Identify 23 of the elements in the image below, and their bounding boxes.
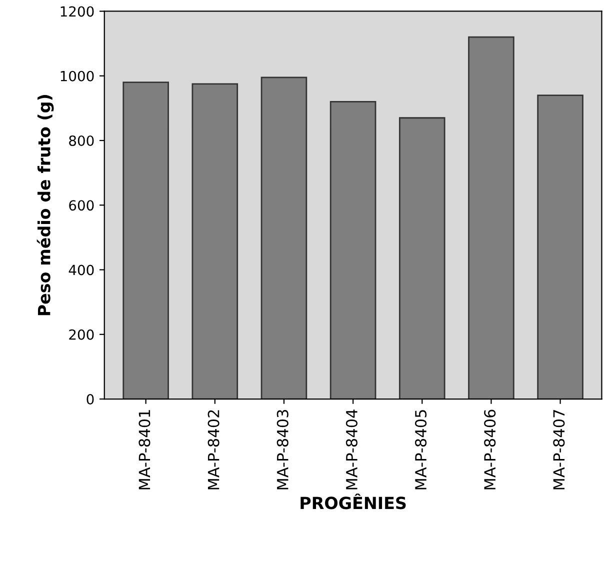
bar — [192, 83, 238, 400]
x-axis-title: PROGÊNIES — [300, 494, 406, 510]
y-tick-label: 200 — [69, 329, 94, 340]
x-tick-label: MA-P-8407 — [553, 410, 565, 490]
y-tick-label: 800 — [69, 135, 94, 146]
bar — [537, 94, 584, 400]
y-tick-label: 600 — [69, 200, 94, 211]
x-tick-label: MA-P-8401 — [138, 410, 150, 490]
bar — [398, 117, 446, 400]
y-axis-title: Peso médio de fruto (g) — [36, 95, 54, 316]
x-tick-label: MA-P-8406 — [484, 410, 496, 490]
y-tick-label: 1000 — [60, 70, 94, 82]
y-tick-label: 0 — [86, 394, 94, 404]
x-tick-label: MA-P-8404 — [346, 410, 358, 490]
x-tick-label: MA-P-8403 — [276, 410, 288, 490]
bar — [330, 101, 376, 400]
x-tick-label: MA-P-8402 — [208, 410, 220, 490]
x-tick-label: MA-P-8405 — [415, 410, 427, 490]
bar — [122, 82, 169, 400]
bar — [468, 36, 514, 400]
bar — [260, 76, 308, 400]
y-tick-label: 400 — [68, 264, 94, 276]
y-tick-label: 1200 — [60, 6, 94, 17]
